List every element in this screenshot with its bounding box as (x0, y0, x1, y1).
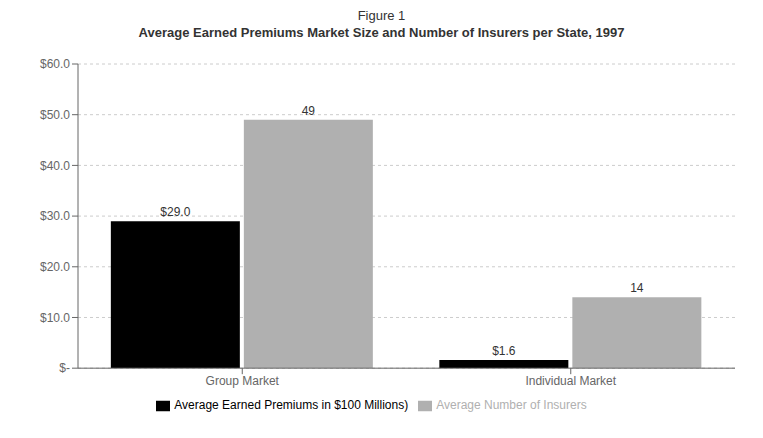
svg-text:$20.0: $20.0 (40, 260, 70, 274)
html-text:Average Earned Premiums in $10: Average Earned Premiums in $100 Millions… (174, 398, 409, 413)
html-text:Average Earned Premiums Market: Average Earned Premiums Market Size and … (138, 25, 625, 40)
svg-text:$50.0: $50.0 (40, 108, 70, 122)
html-text:Figure 1: Figure 1 (357, 8, 406, 23)
svg-text:14: 14 (630, 281, 644, 295)
svg-text:$30.0: $30.0 (40, 209, 70, 223)
svg-text:49: 49 (302, 104, 316, 118)
svg-text:Group Market: Group Market (206, 374, 280, 388)
svg-text:$-: $- (59, 361, 70, 375)
html-text:Average Number of Insurers: Average Number of Insurers (436, 398, 587, 413)
svg-text:$40.0: $40.0 (40, 159, 70, 173)
svg-text:$1.6: $1.6 (492, 344, 516, 358)
svg-text:$10.0: $10.0 (40, 311, 70, 325)
svg-text:$29.0: $29.0 (160, 205, 190, 219)
svg-text:Individual Market: Individual Market (525, 374, 616, 388)
svg-text:$60.0: $60.0 (40, 57, 70, 71)
